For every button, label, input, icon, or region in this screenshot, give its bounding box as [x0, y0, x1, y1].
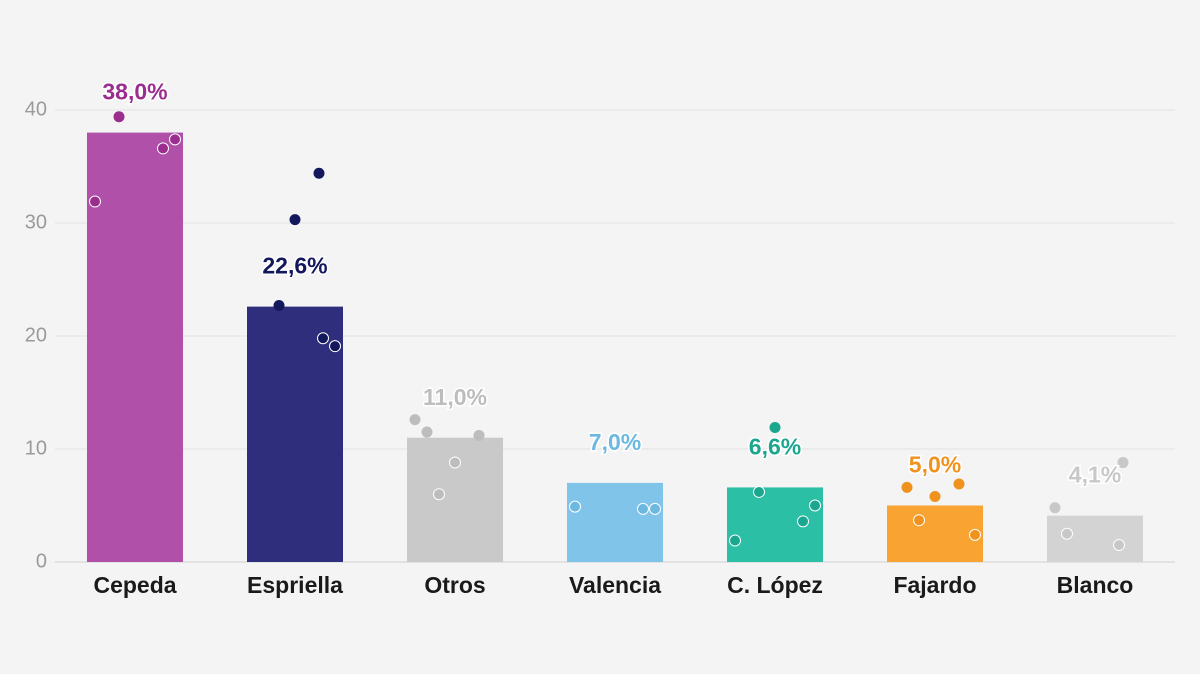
- x-tick-label: Valencia: [569, 572, 661, 598]
- poll-point: [637, 502, 649, 515]
- value-label: 11,0%: [423, 384, 487, 410]
- y-tick-label: 20: [25, 324, 47, 346]
- x-tick-label: Cepeda: [93, 572, 176, 598]
- value-label: 5,0%: [909, 452, 961, 478]
- bar: [247, 306, 343, 562]
- poll-point: [169, 133, 181, 146]
- poll-point: [89, 195, 101, 208]
- poll-point: [901, 481, 913, 493]
- poll-point: [273, 299, 285, 311]
- x-tick-label: Blanco: [1057, 572, 1134, 598]
- value-label: 22,6%: [262, 253, 327, 279]
- poll-point: [113, 111, 125, 123]
- poll-point: [473, 429, 485, 441]
- poll-point: [449, 456, 461, 469]
- y-tick-label: 0: [36, 550, 47, 572]
- bar: [1047, 515, 1143, 562]
- bar: [567, 482, 663, 562]
- poll-point: [969, 528, 981, 541]
- value-label: 6,6%: [749, 433, 801, 459]
- poll-point: [649, 502, 661, 515]
- value-label: 7,0%: [589, 429, 641, 455]
- value-label: 4,1%: [1069, 462, 1121, 488]
- poll-point: [289, 214, 301, 226]
- poll-point: [769, 422, 781, 434]
- poll-point: [929, 490, 941, 502]
- poll-point: [1049, 502, 1061, 514]
- bar: [887, 505, 983, 562]
- bar: [87, 132, 183, 562]
- poll-point: [953, 478, 965, 490]
- y-tick-label: 30: [25, 211, 47, 233]
- x-tick-label: Espriella: [247, 572, 343, 598]
- poll-point: [809, 499, 821, 512]
- poll-point: [569, 500, 581, 513]
- poll-point: [797, 515, 809, 528]
- poll-point: [1061, 527, 1073, 540]
- poll-point: [729, 534, 741, 547]
- poll-point: [433, 488, 445, 501]
- poll-point: [913, 514, 925, 527]
- poll-point: [1113, 539, 1125, 552]
- poll-point: [421, 426, 433, 438]
- poll-point: [409, 414, 421, 426]
- y-tick-label: 40: [25, 98, 47, 120]
- bar: [727, 487, 823, 562]
- x-tick-label: C. López: [727, 572, 823, 598]
- poll-point: [753, 485, 765, 498]
- poll-point: [157, 142, 169, 155]
- value-label: 38,0%: [102, 79, 167, 105]
- bar: [407, 437, 503, 562]
- x-tick-label: Fajardo: [893, 572, 976, 598]
- poll-point: [313, 167, 325, 179]
- poll-point: [329, 340, 341, 353]
- poll-point: [1117, 457, 1129, 469]
- poll-point: [317, 332, 329, 345]
- x-tick-label: Otros: [424, 572, 485, 598]
- y-tick-label: 10: [25, 437, 47, 459]
